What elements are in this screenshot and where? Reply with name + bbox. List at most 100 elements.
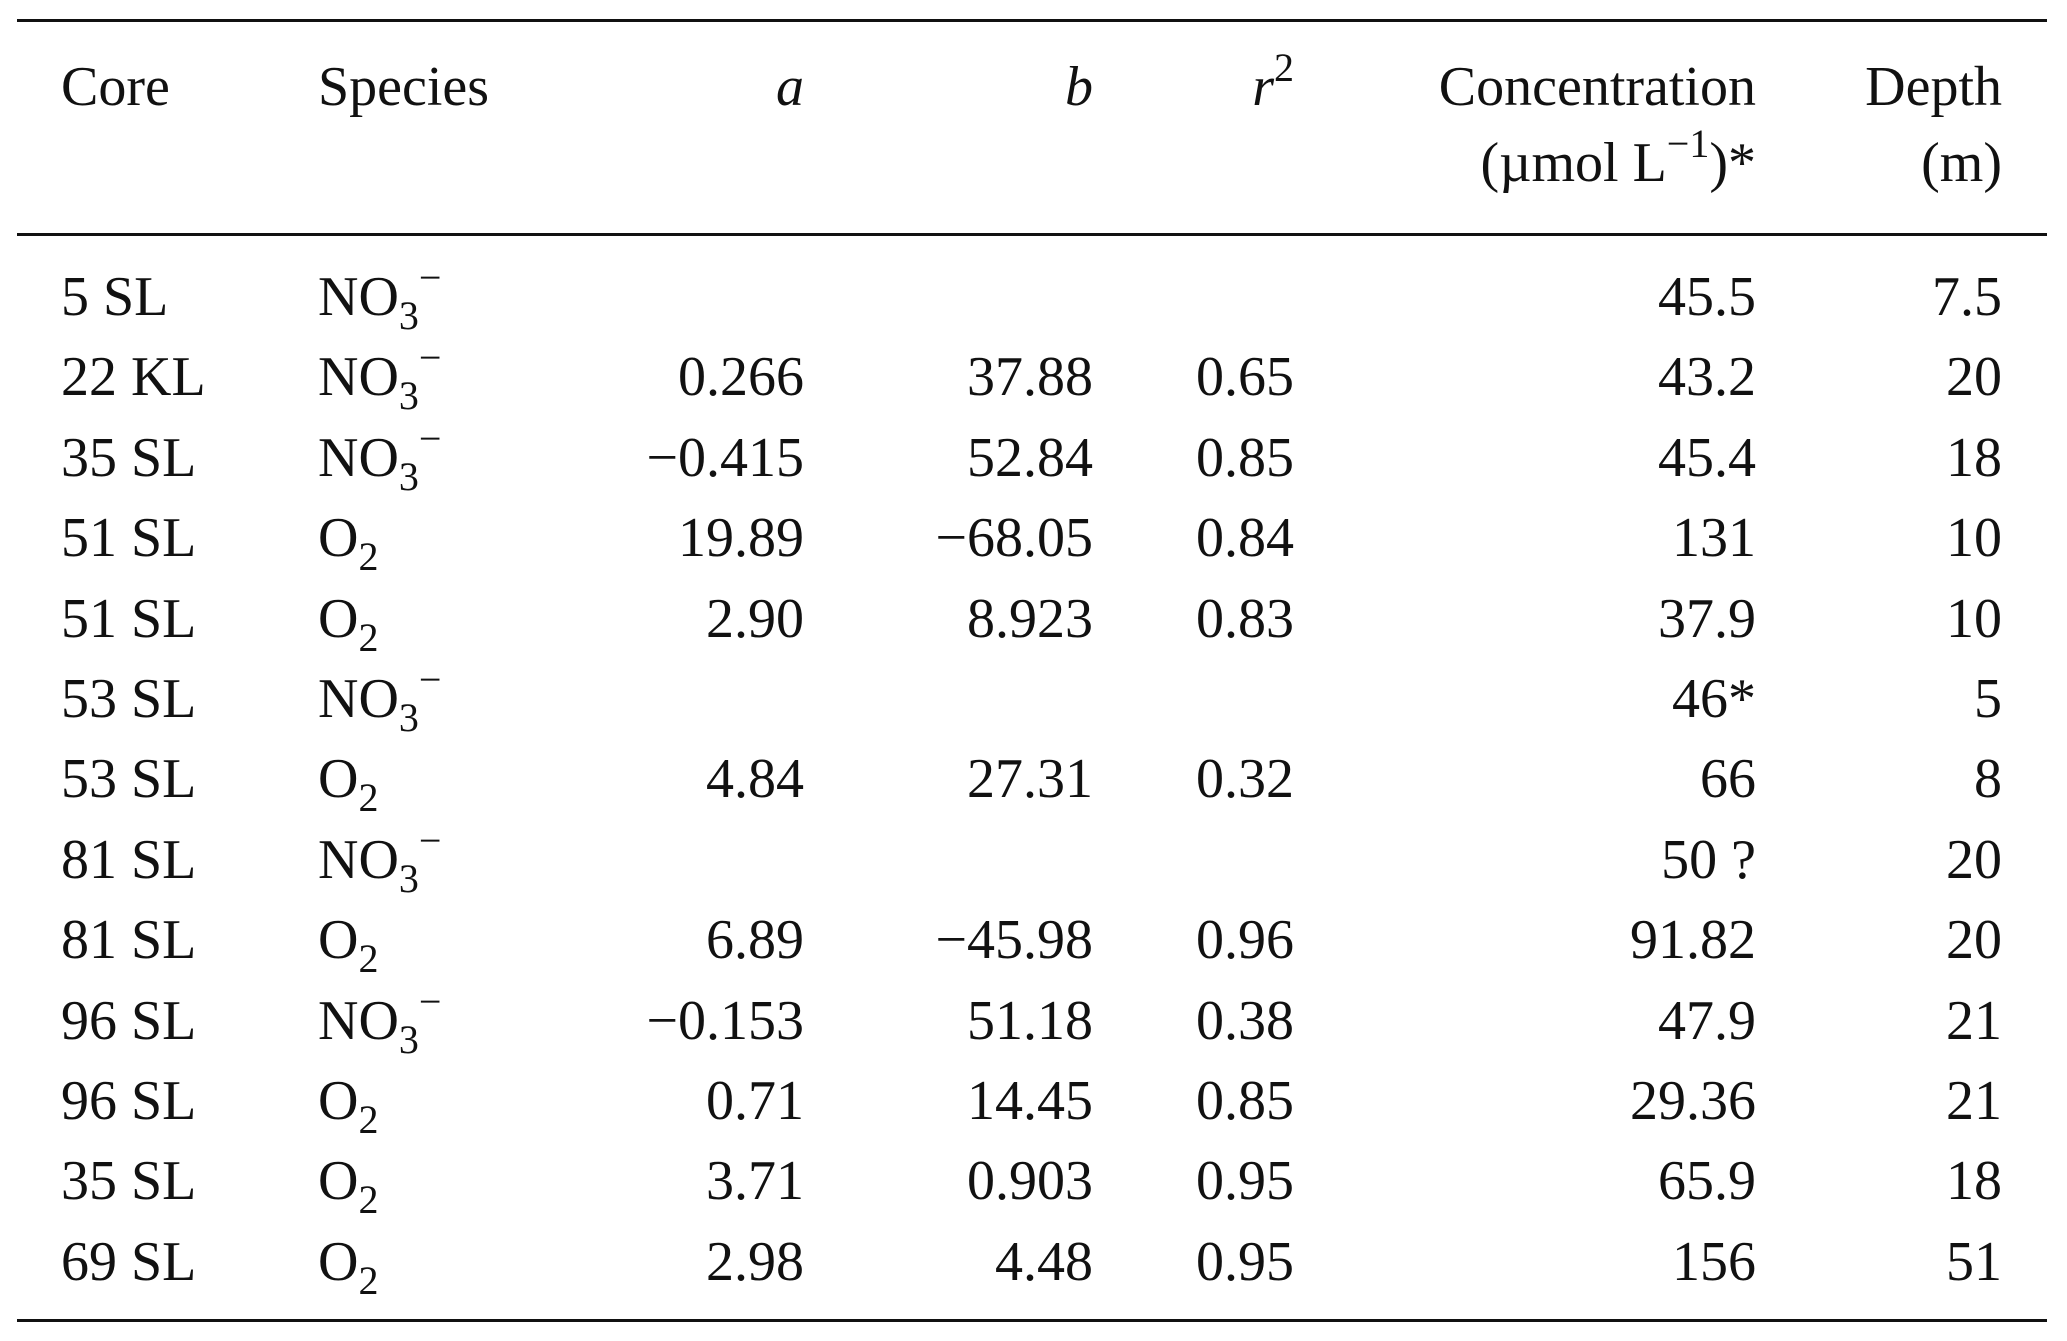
cell-depth: 20 <box>1946 909 2002 972</box>
cell-core: 51 SL <box>61 587 197 650</box>
cell-depth: 21 <box>1946 1070 2002 1132</box>
header-row-2: (µmol L−1)* (m) <box>61 123 2006 203</box>
species-charge: − <box>418 978 442 1024</box>
species-base: NO <box>318 828 399 891</box>
species-subscript: 2 <box>358 614 379 660</box>
cell-depth: 10 <box>1946 507 2002 570</box>
cell-a: 2.90 <box>706 587 804 650</box>
cell-species: O2 <box>318 1141 378 1221</box>
cell-depth: 18 <box>1946 1150 2002 1213</box>
cell-r2: 0.96 <box>1196 909 1294 972</box>
header-species: Species <box>318 56 490 118</box>
cell-core: 81 SL <box>61 828 197 891</box>
cell-core: 96 SL <box>61 989 197 1052</box>
species-base: NO <box>318 989 399 1052</box>
species-base: NO <box>318 346 399 409</box>
cell-a: 3.71 <box>706 1150 804 1213</box>
cell-a: −0.153 <box>646 989 804 1052</box>
unit-sup: −1 <box>1666 121 1710 166</box>
species-subscript: 3 <box>398 855 419 901</box>
species-base: NO <box>318 668 399 730</box>
cell-r2: 0.38 <box>1196 989 1294 1052</box>
species-base: NO <box>318 266 399 328</box>
species-charge: − <box>418 415 442 461</box>
cell-concentration: 66 <box>1700 748 1756 811</box>
cell-concentration: 45.4 <box>1658 426 1756 489</box>
header-depth: Depth <box>1865 56 2002 118</box>
table-row: 51 SL O2 2.90 8.923 0.83 37.9 10 <box>61 579 2006 659</box>
cell-r2: 0.85 <box>1196 1070 1294 1132</box>
header-rule <box>17 233 2047 236</box>
cell-b: 0.903 <box>967 1150 1093 1213</box>
cell-b: 37.88 <box>967 346 1093 409</box>
top-rule <box>17 19 2047 22</box>
cell-r2: 0.65 <box>1196 346 1294 409</box>
cell-r2: 0.85 <box>1196 426 1294 489</box>
cell-a: 4.84 <box>706 748 804 811</box>
table-row: 53 SL NO3− 46* 5 <box>61 659 2006 739</box>
cell-core: 53 SL <box>61 748 197 811</box>
cell-b: 27.31 <box>967 748 1093 811</box>
r2-base: r <box>1252 56 1274 118</box>
cell-depth: 7.5 <box>1932 266 2002 328</box>
bottom-rule <box>17 1319 2047 1322</box>
cell-r2: 0.32 <box>1196 748 1294 811</box>
cell-depth: 20 <box>1946 828 2002 891</box>
cell-species: NO3− <box>318 337 441 417</box>
r2-sup: 2 <box>1274 45 1294 90</box>
cell-species: O2 <box>318 900 378 980</box>
cell-concentration: 156 <box>1672 1230 1756 1293</box>
cell-depth: 5 <box>1974 668 2002 730</box>
cell-species: NO3− <box>318 981 441 1061</box>
cell-species: O2 <box>318 739 378 819</box>
cell-b: −45.98 <box>935 909 1093 972</box>
cell-species: O2 <box>318 498 378 578</box>
table-row: 35 SL NO3− −0.415 52.84 0.85 45.4 18 <box>61 418 2006 498</box>
cell-concentration: 131 <box>1672 507 1756 570</box>
table-row: 5 SL NO3− 45.5 7.5 <box>61 257 2006 337</box>
table-row: 35 SL O2 3.71 0.903 0.95 65.9 18 <box>61 1141 2006 1221</box>
species-subscript: 3 <box>398 695 419 740</box>
cell-concentration: 91.82 <box>1630 909 1756 972</box>
cell-depth: 18 <box>1946 426 2002 489</box>
cell-species: NO3− <box>318 820 441 900</box>
cell-concentration: 29.36 <box>1630 1070 1756 1132</box>
header-depth-unit: (m) <box>1921 132 2002 194</box>
species-base: NO <box>318 426 399 489</box>
cell-depth: 51 <box>1946 1230 2002 1293</box>
cell-a: 0.266 <box>678 346 804 409</box>
species-subscript: 2 <box>358 1177 379 1223</box>
cell-depth: 21 <box>1946 989 2002 1052</box>
header-r2: r2 <box>1252 47 1294 127</box>
species-base: O <box>318 507 359 570</box>
cell-b: 51.18 <box>967 989 1093 1052</box>
cell-a: 2.98 <box>706 1230 804 1293</box>
cell-core: 69 SL <box>61 1230 197 1293</box>
table-row: 69 SL O2 2.98 4.48 0.95 156 51 <box>61 1222 2006 1302</box>
cell-concentration: 50 ? <box>1661 828 1756 891</box>
cell-r2: 0.95 <box>1196 1150 1294 1213</box>
cell-b: −68.05 <box>935 507 1093 570</box>
species-subscript: 3 <box>398 1016 419 1062</box>
cell-species: O2 <box>318 579 378 659</box>
cell-r2: 0.95 <box>1196 1230 1294 1293</box>
cell-depth: 8 <box>1974 748 2002 811</box>
cell-core: 51 SL <box>61 507 197 570</box>
header-concentration-unit: (µmol L−1)* <box>1481 123 1756 203</box>
species-base: O <box>318 1230 359 1293</box>
cell-core: 35 SL <box>61 1150 197 1213</box>
species-subscript: 3 <box>398 453 419 499</box>
unit-post: )* <box>1709 132 1756 194</box>
cell-b: 4.48 <box>995 1230 1093 1293</box>
cell-concentration: 47.9 <box>1658 989 1756 1052</box>
cell-a: −0.415 <box>646 426 804 489</box>
cell-a: 19.89 <box>678 507 804 570</box>
table-row: 22 KL NO3− 0.266 37.88 0.65 43.2 20 <box>61 337 2006 417</box>
cell-species: O2 <box>318 1222 378 1302</box>
species-subscript: 2 <box>358 1257 379 1303</box>
cell-r2: 0.83 <box>1196 587 1294 650</box>
table-row: 53 SL O2 4.84 27.31 0.32 66 8 <box>61 739 2006 819</box>
header-core: Core <box>61 56 170 118</box>
cell-concentration: 46* <box>1672 668 1756 730</box>
cell-core: 53 SL <box>61 668 197 730</box>
